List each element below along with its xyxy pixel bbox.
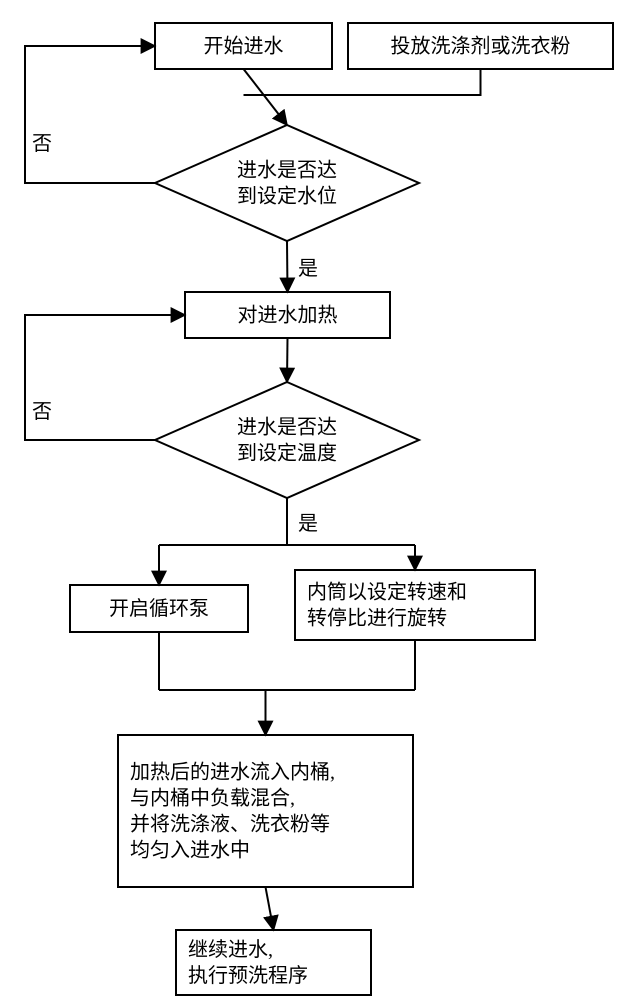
svg-text:并将洗涤液、洗衣粉等: 并将洗涤液、洗衣粉等 (130, 813, 330, 836)
svg-text:到设定温度: 到设定温度 (237, 442, 337, 465)
svg-text:否: 否 (32, 401, 52, 423)
svg-text:继续进水,: 继续进水, (188, 938, 273, 961)
svg-text:转停比进行旋转: 转停比进行旋转 (307, 607, 447, 630)
svg-text:否: 否 (32, 133, 52, 155)
svg-text:开始进水: 开始进水 (204, 35, 284, 58)
svg-text:均匀入进水中: 均匀入进水中 (130, 839, 250, 862)
svg-text:进水是否达: 进水是否达 (237, 416, 337, 439)
svg-text:进水是否达: 进水是否达 (237, 159, 337, 182)
svg-text:投放洗涤剂或洗衣粉: 投放洗涤剂或洗衣粉 (391, 35, 571, 58)
svg-text:与内桶中负载混合,: 与内桶中负载混合, (130, 787, 295, 810)
svg-text:是: 是 (298, 513, 318, 535)
svg-text:加热后的进水流入内桶,: 加热后的进水流入内桶, (130, 761, 335, 784)
svg-text:到设定水位: 到设定水位 (237, 185, 337, 208)
svg-text:内筒以设定转速和: 内筒以设定转速和 (307, 581, 467, 604)
svg-text:执行预洗程序: 执行预洗程序 (188, 964, 308, 987)
svg-text:是: 是 (298, 258, 318, 280)
svg-text:开启循环泵: 开启循环泵 (109, 597, 209, 620)
svg-text:对进水加热: 对进水加热 (238, 304, 338, 327)
